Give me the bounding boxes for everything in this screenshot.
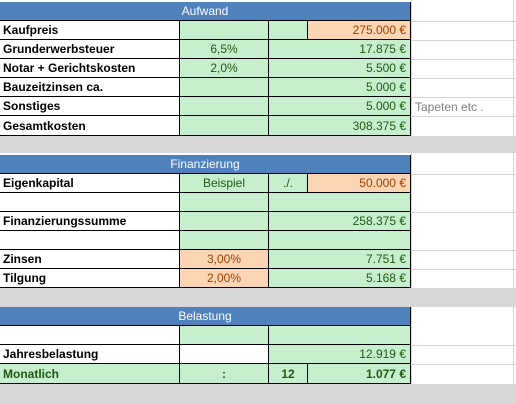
section-header-aufwand[interactable]: Aufwand <box>0 2 411 21</box>
separator-band <box>0 384 516 404</box>
value-tilgung[interactable]: 5.168 € <box>269 269 411 288</box>
gridline <box>411 174 516 175</box>
gridline <box>411 97 516 98</box>
cell-empty[interactable] <box>0 231 180 250</box>
cell-empty[interactable] <box>0 326 180 345</box>
cell-empty[interactable] <box>269 231 411 250</box>
label-jahresbelastung[interactable]: Jahresbelastung <box>0 345 180 364</box>
label-grunderwerbsteuer[interactable]: Grunderwerbsteuer <box>0 40 180 59</box>
gridline <box>411 59 516 60</box>
value-sonstiges[interactable]: 5.000 € <box>269 97 411 116</box>
value-jahresbelastung[interactable]: 12.919 € <box>269 345 411 364</box>
gridline <box>411 78 516 79</box>
gridline <box>411 0 412 404</box>
label-kaufpreis[interactable]: Kaufpreis <box>0 21 180 40</box>
label-bauzeitzinsen[interactable]: Bauzeitzinsen ca. <box>0 78 180 97</box>
label-notar[interactable]: Notar + Gerichtskosten <box>0 59 180 78</box>
value-finanzierungssumme[interactable]: 258.375 € <box>269 212 411 231</box>
operator-divide[interactable]: : <box>180 364 269 384</box>
input-tilgung-rate[interactable]: 2,00% <box>180 269 269 288</box>
cell-empty[interactable] <box>269 193 411 212</box>
operator-minus[interactable]: ./. <box>269 174 308 193</box>
label-gesamtkosten[interactable]: Gesamtkosten <box>0 116 180 136</box>
cell-empty[interactable] <box>180 97 269 116</box>
divisor-months[interactable]: 12 <box>269 364 308 384</box>
input-eigenkapital[interactable]: 50.000 € <box>308 174 411 193</box>
input-kaufpreis[interactable]: 275.000 € <box>308 21 411 40</box>
cell-empty[interactable] <box>180 212 269 231</box>
label-eigenkapital[interactable]: Eigenkapital <box>0 174 180 193</box>
gridline <box>411 345 516 346</box>
separator-band <box>0 136 516 153</box>
gridline <box>411 116 516 117</box>
cell-empty[interactable] <box>180 231 269 250</box>
cell-empty[interactable] <box>180 345 269 364</box>
input-zinsen-rate[interactable]: 3,00% <box>180 250 269 269</box>
value-notar[interactable]: 5.500 € <box>269 59 411 78</box>
label-sonstiges[interactable]: Sonstiges <box>0 97 180 116</box>
cell-empty[interactable] <box>180 78 269 97</box>
example-eigenkapital[interactable]: Beispiel <box>180 174 269 193</box>
note-sonstiges[interactable]: Tapeten etc . <box>415 100 484 114</box>
cell-empty[interactable] <box>180 116 269 136</box>
section-header-finanzierung[interactable]: Finanzierung <box>0 155 411 174</box>
gridline <box>513 0 514 404</box>
gridline <box>411 212 516 213</box>
cell-empty[interactable] <box>180 326 269 345</box>
cell-empty[interactable] <box>269 21 308 40</box>
separator-band <box>0 288 516 307</box>
label-tilgung[interactable]: Tilgung <box>0 269 180 288</box>
value-bauzeitzinsen[interactable]: 5.000 € <box>269 78 411 97</box>
label-zinsen[interactable]: Zinsen <box>0 250 180 269</box>
cell-empty[interactable] <box>0 193 180 212</box>
rate-notar[interactable]: 2,0% <box>180 59 269 78</box>
label-finanzierungssumme[interactable]: Finanzierungssumme <box>0 212 180 231</box>
gridline <box>411 21 516 22</box>
gridline <box>411 269 516 270</box>
value-gesamtkosten[interactable]: 308.375 € <box>269 116 411 136</box>
section-header-belastung[interactable]: Belastung <box>0 307 411 326</box>
value-monatlich[interactable]: 1.077 € <box>308 364 411 384</box>
value-grunderwerbsteuer[interactable]: 17.875 € <box>269 40 411 59</box>
cell-empty[interactable] <box>180 21 269 40</box>
cell-empty[interactable] <box>269 326 411 345</box>
gridline <box>411 40 516 41</box>
label-monatlich[interactable]: Monatlich <box>0 364 180 384</box>
cell-empty[interactable] <box>180 193 269 212</box>
gridline <box>411 250 516 251</box>
gridline <box>411 364 516 365</box>
value-zinsen[interactable]: 7.751 € <box>269 250 411 269</box>
rate-grunderwerbsteuer[interactable]: 6,5% <box>180 40 269 59</box>
